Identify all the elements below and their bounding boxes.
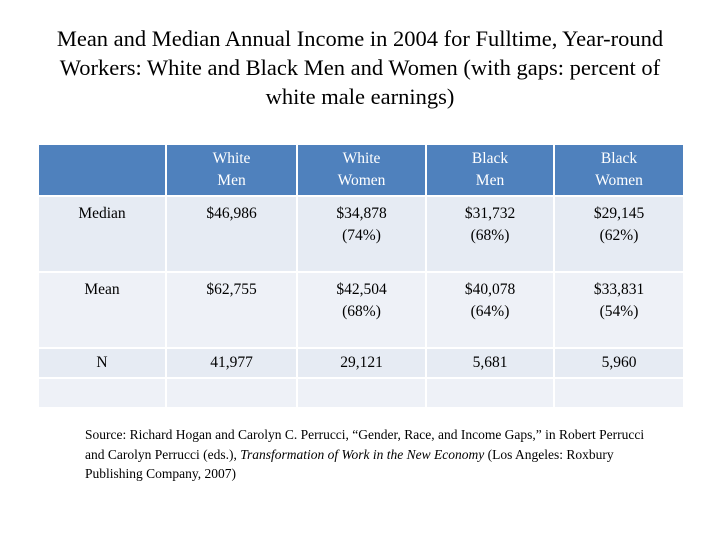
- cell-line: $29,145: [593, 205, 645, 222]
- cell-line: $62,755: [206, 281, 257, 298]
- table-row: Mean $62,755 $42,504 (68%) $40,078 (64%) $33,8…: [37, 271, 685, 349]
- header-cell: White Men: [165, 143, 298, 197]
- table-cell: 5,681: [425, 347, 555, 379]
- empty-cell: [296, 377, 427, 409]
- table-row: N 41,977 29,121 5,681 5,960: [37, 347, 685, 379]
- empty-cell: [553, 377, 685, 409]
- header-cell: Black Women: [553, 143, 685, 197]
- row-label: Mean: [37, 271, 167, 349]
- cell-line: (64%): [470, 303, 510, 320]
- source-note: Source: Richard Hogan and Carolyn C. Per…: [85, 425, 665, 484]
- table-cell: $42,504 (68%): [296, 271, 427, 349]
- cell-line: $33,831: [593, 281, 645, 298]
- empty-cell: [425, 377, 555, 409]
- table-cell: $33,831 (54%): [553, 271, 685, 349]
- header-text: Black Men: [471, 150, 509, 189]
- cell-line: 41,977: [210, 354, 253, 371]
- source-italic: Transformation of Work in the New Econom…: [240, 446, 485, 462]
- header-row: White Men White Women Black Men Black Women: [37, 143, 685, 197]
- table-cell: $46,986: [165, 195, 298, 273]
- table-cell: 5,960: [553, 347, 685, 379]
- source-text: (Los Angeles: Roxbury Publishing Company…: [85, 446, 614, 482]
- table-cell: $29,145 (62%): [553, 195, 685, 273]
- header-cell: Black Men: [425, 143, 555, 197]
- table-cell: $62,755: [165, 271, 298, 349]
- cell-line: (68%): [470, 227, 510, 244]
- cell-line: 5,681: [472, 354, 508, 371]
- cell-line: (68%): [342, 303, 381, 320]
- row-label: Median: [37, 195, 167, 273]
- cell-line: (62%): [599, 227, 639, 244]
- empty-row: [37, 377, 685, 409]
- cell-line: $46,986: [206, 205, 257, 222]
- header-cell: White Women: [296, 143, 427, 197]
- cell-line: (54%): [599, 303, 639, 320]
- slide-title: Mean and Median Annual Income in 2004 fo…: [56, 26, 664, 109]
- table-cell: $34,878 (74%): [296, 195, 427, 273]
- table-row: Median $46,986 $34,878 (74%) $31,732 (68%) $29…: [37, 195, 685, 273]
- cell-line: 29,121: [340, 354, 383, 371]
- source-text: Source: Richard Hogan and Carolyn C. Per…: [85, 427, 645, 462]
- empty-cell: [37, 377, 167, 409]
- header-text: White Women: [337, 150, 386, 189]
- cell-line: $42,504: [336, 281, 387, 298]
- cell-line: $31,732: [464, 205, 516, 222]
- cell-line: (74%): [342, 227, 381, 244]
- table-cell: 41,977: [165, 347, 298, 379]
- header-text: White Men: [212, 150, 251, 189]
- cell-line: $34,878: [336, 205, 387, 222]
- table-cell: $31,732 (68%): [425, 195, 555, 273]
- cell-line: $40,078: [464, 281, 516, 298]
- header-text: Black Women: [595, 150, 643, 189]
- row-label: N: [37, 347, 167, 379]
- table-cell: $40,078 (64%): [425, 271, 555, 349]
- table-cell: 29,121: [296, 347, 427, 379]
- header-cell: [37, 143, 167, 197]
- cell-line: 5,960: [601, 354, 637, 371]
- empty-cell: [165, 377, 298, 409]
- income-table: White Men White Women Black Men Black Women…: [37, 143, 685, 409]
